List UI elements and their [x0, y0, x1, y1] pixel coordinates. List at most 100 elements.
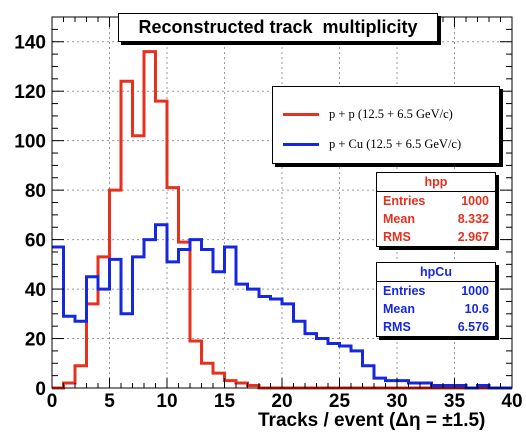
histogram-bin-hpCu [144, 239, 156, 241]
histogram-bin-hpCu [305, 333, 317, 335]
histogram-bin-hpp [144, 51, 156, 53]
x-tick-label: 0 [47, 391, 58, 412]
stats-row-entries: Entries 1000 [377, 192, 495, 210]
histogram-bin-hpCu [478, 385, 490, 387]
histogram-bin-hpCu [179, 248, 191, 250]
histogram-bin-hpCu [259, 295, 271, 297]
histogram-bin-hpCu [121, 313, 133, 315]
histogram-bin-hpCu [443, 385, 455, 387]
histogram-bin-hpCu [432, 385, 444, 387]
stats-title-hpcu: hpCu [377, 263, 495, 282]
histogram-bin-hpCu [271, 298, 283, 300]
axis-ticks [51, 16, 513, 389]
histogram-bin-hpCu [374, 377, 386, 379]
histogram-bin-hpp [213, 372, 225, 374]
histogram-bin-hpCu [420, 382, 432, 384]
x-tick-label: 30 [386, 391, 407, 412]
stats-value: 8.332 [457, 212, 489, 226]
histogram-bin-hpCu [225, 246, 237, 248]
histogram-bin-hpp [225, 380, 237, 382]
histogram-bin-hpp [64, 382, 76, 384]
stats-row-entries: Entries 1000 [377, 282, 495, 300]
stats-row-rms: RMS 6.576 [377, 318, 495, 336]
x-tick-label: 15 [214, 391, 236, 412]
stats-key: RMS [383, 320, 411, 334]
legend: p + p (12.5 + 6.5 GeV/c) p + Cu (12.5 + … [272, 86, 500, 164]
stats-value: 10.6 [464, 302, 489, 316]
histogram-bin-hpCu [386, 380, 398, 382]
histogram-bin-hpp [87, 303, 99, 305]
histogram-bin-hpCu [167, 261, 179, 263]
histogram-bin-hpp [98, 256, 110, 258]
stats-row-rms: RMS 2.967 [377, 228, 495, 246]
stats-key: RMS [383, 230, 411, 244]
histogram-bin-hpp [167, 187, 179, 189]
stats-title-hpp: hpp [377, 173, 495, 192]
y-tick-label: 0 [35, 379, 46, 400]
histogram-bin-hpCu [202, 248, 214, 250]
stats-value: 1000 [461, 284, 489, 298]
histogram-bin-hpp [179, 241, 191, 243]
stats-value: 1000 [461, 194, 489, 208]
histogram-bin-hpCu [64, 315, 76, 317]
histogram-bin-hpp [248, 385, 260, 387]
axis-tick-labels: 0 5 10 15 20 25 30 35 40 0 20 40 60 80 100 120 140 [14, 33, 522, 412]
stats-row-mean: Mean 10.6 [377, 300, 495, 318]
histogram-bin-hpCu [363, 365, 375, 367]
histogram-bin-hpCu [248, 288, 260, 290]
y-tick-label: 60 [25, 231, 46, 252]
histogram-bin-hpCu [282, 303, 294, 305]
histogram-bin-hpp [121, 80, 133, 82]
histogram-bin-hpCu [213, 271, 225, 273]
legend-swatch-pcu [283, 143, 319, 146]
x-tick-label: 20 [271, 391, 292, 412]
histogram-bin-hpp [156, 100, 168, 102]
x-tick-label: 10 [156, 391, 177, 412]
x-tick-label: 35 [444, 391, 466, 412]
y-tick-label: 20 [25, 330, 46, 351]
histogram-bin-hpp [190, 340, 202, 342]
stats-key: Entries [383, 194, 426, 208]
histogram-bin-hpCu [397, 380, 409, 382]
histogram-bin-hpCu [87, 276, 99, 278]
histogram-bin-hpCu [110, 258, 122, 260]
histogram-bin-hpCu [52, 246, 64, 248]
histogram-bin-hpCu [133, 256, 145, 258]
x-axis-title: Tracks / event (Δη = ±1.5) [258, 410, 486, 431]
y-tick-label: 120 [14, 82, 46, 103]
histogram-bin-hpCu [455, 385, 467, 387]
histogram-bin-hpCu [98, 288, 110, 290]
x-tick-label: 5 [104, 391, 115, 412]
grid [52, 17, 512, 388]
histogram-bin-hpCu [75, 320, 87, 322]
histogram-bin-hpCu [409, 382, 421, 384]
stats-box-hpcu: hpCu Entries 1000 Mean 10.6 RMS 6.576 [376, 262, 496, 337]
stats-key: Mean [383, 302, 415, 316]
y-tick-label: 140 [14, 33, 46, 54]
y-tick-label: 80 [25, 181, 46, 202]
chart-title: Reconstructed track multiplicity [118, 13, 438, 42]
stats-key: Entries [383, 284, 426, 298]
stats-key: Mean [383, 212, 415, 226]
y-tick-label: 100 [14, 132, 46, 153]
x-tick-label: 40 [501, 391, 522, 412]
histogram-bin-hpCu [328, 342, 340, 344]
histogram-bin-hpCu [340, 345, 352, 347]
histogram-bin-hpp [110, 189, 122, 191]
histogram-bin-hpp [202, 362, 214, 364]
histogram-bin-hpCu [317, 338, 329, 340]
stats-row-mean: Mean 8.332 [377, 210, 495, 228]
histogram-bin-hpp [75, 365, 87, 367]
legend-entry-pp: p + p (12.5 + 6.5 GeV/c) [273, 104, 499, 124]
legend-entry-pcu: p + Cu (12.5 + 6.5 GeV/c) [273, 134, 499, 154]
x-tick-label: 25 [329, 391, 351, 412]
stats-value: 2.967 [457, 230, 489, 244]
histogram-bin-hpCu [236, 283, 248, 285]
histogram-bin-hpCu [156, 224, 168, 226]
histogram-line-hpCu [52, 223, 512, 390]
histogram-bin-hpCu [294, 320, 306, 322]
histogram-bin-hpCu [351, 350, 363, 352]
stats-value: 6.576 [457, 320, 489, 334]
legend-swatch-pp [283, 113, 319, 116]
legend-label-pp: p + p (12.5 + 6.5 GeV/c) [329, 107, 453, 121]
